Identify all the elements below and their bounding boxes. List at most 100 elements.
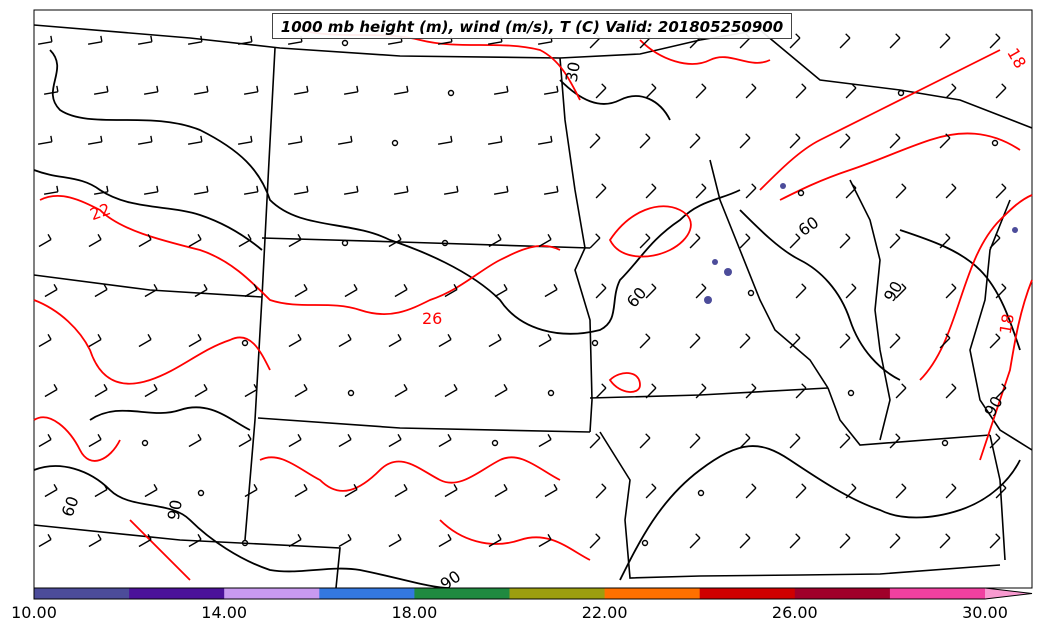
- wind-barb: [689, 233, 701, 249]
- wind-barb: [895, 183, 907, 199]
- calm-wind-marker: [847, 389, 855, 397]
- colorbar-outline: [33, 587, 1033, 600]
- wind-barb: [689, 533, 701, 549]
- wind-barb: [138, 233, 152, 248]
- temperature-contours: [33, 29, 1033, 581]
- wind-barb: [695, 83, 707, 99]
- wind-barb: [37, 135, 53, 145]
- height-label: 90: [164, 498, 186, 521]
- wind-barb: [144, 483, 158, 498]
- wind-barb: [244, 483, 258, 498]
- wind-barb: [343, 85, 359, 95]
- wind-barb: [444, 483, 458, 498]
- wind-barb: [789, 133, 801, 149]
- wind-barb: [543, 185, 559, 195]
- wind-barb: [595, 83, 607, 99]
- wind-barb: [595, 183, 607, 199]
- wind-barb: [37, 35, 53, 45]
- wind-barb: [494, 483, 508, 498]
- wind-barb: [338, 433, 352, 448]
- wind-barb: [193, 185, 209, 195]
- wind-barb: [839, 333, 851, 349]
- wind-barb: [294, 383, 308, 398]
- colorbar-segment: [794, 588, 891, 599]
- wind-barb: [789, 433, 801, 449]
- wind-barb: [995, 183, 1007, 199]
- wind-barb: [989, 333, 1001, 349]
- wind-barb: [288, 233, 302, 248]
- wind-barb: [344, 283, 358, 298]
- wind-barb: [889, 33, 901, 49]
- wind-barb: [193, 85, 209, 95]
- wind-barb: [388, 533, 402, 548]
- calm-wind-marker: [797, 189, 805, 197]
- wind-barb: [544, 283, 558, 298]
- wind-barb: [488, 533, 502, 548]
- wind-barb: [639, 233, 651, 249]
- wind-barb: [739, 333, 751, 349]
- wind-barb: [845, 83, 857, 99]
- colorbar-extend-arrow: [985, 588, 1032, 599]
- colorbar-segment: [129, 588, 225, 599]
- calm-wind-marker: [391, 139, 399, 147]
- colorbar-segment: [889, 588, 986, 599]
- wind-barb: [645, 83, 657, 99]
- wind-barb: [645, 383, 657, 399]
- wind-barb: [44, 383, 58, 398]
- wind-barb: [93, 185, 109, 195]
- wind-barb: [43, 185, 59, 195]
- wind-barb: [595, 383, 607, 399]
- map-title: 1000 mb height (m), wind (m/s), T (C) Va…: [272, 13, 792, 39]
- wind-barb: [93, 85, 109, 95]
- calm-wind-marker: [491, 439, 499, 447]
- wind-barb: [845, 483, 857, 499]
- wind-barb: [689, 133, 701, 149]
- wind-barb: [589, 433, 601, 449]
- wind-barb: [795, 83, 807, 99]
- wind-barb: [137, 35, 153, 45]
- wind-barb: [995, 83, 1007, 99]
- height-contours: [33, 49, 1021, 589]
- wind-barb: [388, 433, 402, 448]
- wind-barb: [538, 233, 552, 248]
- wind-barb: [989, 433, 1001, 449]
- colorbar-segment: [34, 588, 130, 599]
- wind-barb: [88, 433, 102, 448]
- colorbar-tick-label: 14.00: [201, 603, 248, 622]
- calm-wind-marker: [141, 439, 149, 447]
- wind-barb: [488, 233, 502, 248]
- wind-barb: [945, 483, 957, 499]
- wind-barb: [187, 35, 203, 45]
- wind-barb: [44, 283, 58, 298]
- wind-barb: [595, 483, 607, 499]
- wind-barb: [493, 185, 509, 195]
- colorbar-segment: [699, 588, 796, 599]
- temperature-label: 18: [996, 312, 1018, 335]
- colorbar-segment: [509, 588, 606, 599]
- wind-barb: [544, 483, 558, 498]
- wind-barb: [939, 333, 951, 349]
- calm-wind-marker: [697, 489, 705, 497]
- wind-barb: [789, 533, 801, 549]
- calm-wind-marker: [991, 139, 999, 147]
- wind-barb: [839, 33, 851, 49]
- wind-barb: [138, 333, 152, 348]
- colorbar: [33, 587, 1033, 600]
- wind-barb: [745, 83, 757, 99]
- calm-wind-marker: [341, 239, 349, 247]
- wind-barbs: [37, 33, 1007, 549]
- calm-wind-marker: [347, 389, 355, 397]
- calm-wind-marker: [447, 89, 455, 97]
- wind-barb: [244, 383, 258, 398]
- wind-barb: [437, 135, 453, 145]
- wind-barb: [538, 433, 552, 448]
- wind-barb: [845, 283, 857, 299]
- wind-barb: [293, 185, 309, 195]
- wind-barb: [895, 483, 907, 499]
- wind-barb: [645, 483, 657, 499]
- wind-barb: [444, 283, 458, 298]
- calm-wind-marker: [591, 339, 599, 347]
- wind-barb: [337, 135, 353, 145]
- wind-barb: [889, 133, 901, 149]
- calm-wind-marker: [897, 89, 905, 97]
